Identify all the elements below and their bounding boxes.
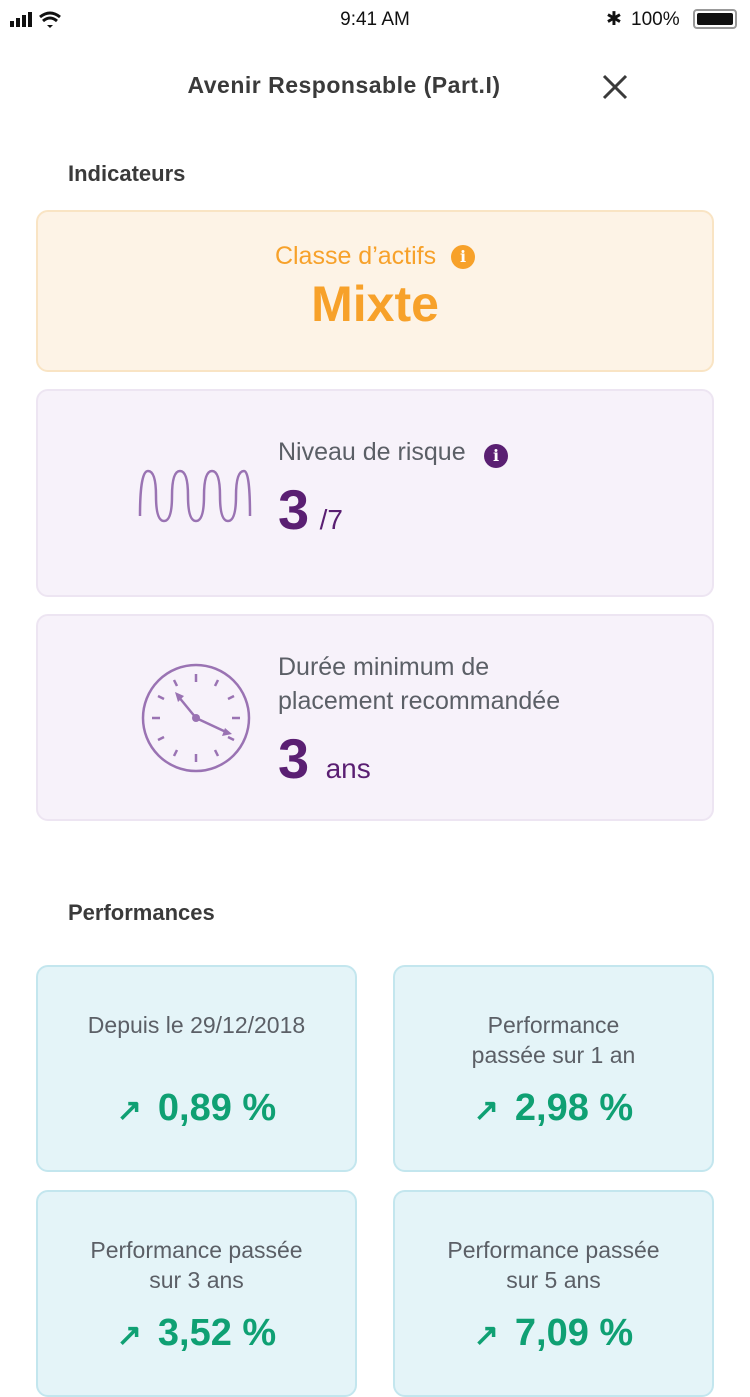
page-title: Avenir Responsable (Part.I): [187, 72, 501, 98]
status-bar: 9:41 AM ✱ 100%: [0, 0, 750, 40]
arrow-up-right-icon: ↗: [473, 1319, 499, 1352]
performance-label: sur 5 ans: [506, 1267, 601, 1293]
bluetooth-icon: ✱: [606, 9, 622, 30]
performance-label: sur 3 ans: [149, 1267, 244, 1293]
duration-value: 3: [278, 727, 310, 790]
risk-level-label: Niveau de risque: [278, 438, 466, 466]
status-time: 9:41 AM: [340, 9, 410, 30]
performance-card: Depuis le 29/12/2018 ↗ 0,89 %: [36, 965, 357, 1172]
performance-card: Performance passée sur 3 ans ↗ 3,52 %: [36, 1190, 357, 1397]
info-icon[interactable]: i: [451, 245, 476, 270]
wave-icon: [138, 469, 252, 523]
risk-level-value: 3: [278, 478, 310, 541]
close-icon[interactable]: [600, 72, 630, 102]
performance-value: 2,98 %: [514, 1087, 634, 1129]
performance-value: 0,89 %: [157, 1087, 277, 1129]
duration-label-line1: Durée minimum de: [278, 653, 490, 681]
performance-label: Performance passée: [447, 1237, 660, 1263]
asset-class-label: Classe d’actifs: [274, 242, 437, 270]
performance-card: Performance passée sur 5 ans ↗ 7,09 %: [393, 1190, 714, 1397]
performance-label: Performance passée: [90, 1237, 303, 1263]
info-icon[interactable]: i: [484, 443, 509, 468]
performance-value: 3,52 %: [157, 1312, 277, 1354]
risk-level-card: Niveau de risque i 3 /7: [36, 389, 714, 597]
asset-class-card: Classe d’actifs i Mixte: [36, 210, 714, 372]
battery-percent: 100%: [631, 9, 680, 30]
duration-unit: ans: [325, 753, 371, 784]
battery-icon: [693, 9, 737, 29]
clock-icon: [141, 663, 251, 773]
duration-card: Durée minimum de placement recommandée 3…: [36, 614, 714, 821]
performance-card: Performance passée sur 1 an ↗ 2,98 %: [393, 965, 714, 1172]
asset-class-value: Mixte: [311, 276, 439, 332]
performance-value: 7,09 %: [514, 1312, 634, 1354]
section-title-indicators: Indicateurs: [68, 161, 186, 186]
arrow-up-right-icon: ↗: [116, 1094, 142, 1127]
signal-icon: [10, 11, 61, 28]
section-title-performances: Performances: [68, 900, 215, 925]
arrow-up-right-icon: ↗: [473, 1094, 499, 1127]
arrow-up-right-icon: ↗: [116, 1319, 142, 1352]
duration-label-line2: placement recommandée: [278, 687, 561, 715]
performance-label: Depuis le 29/12/2018: [87, 1012, 306, 1038]
performance-label: Performance: [487, 1012, 620, 1038]
performance-label: passée sur 1 an: [471, 1042, 636, 1068]
risk-level-max: /7: [319, 504, 343, 535]
